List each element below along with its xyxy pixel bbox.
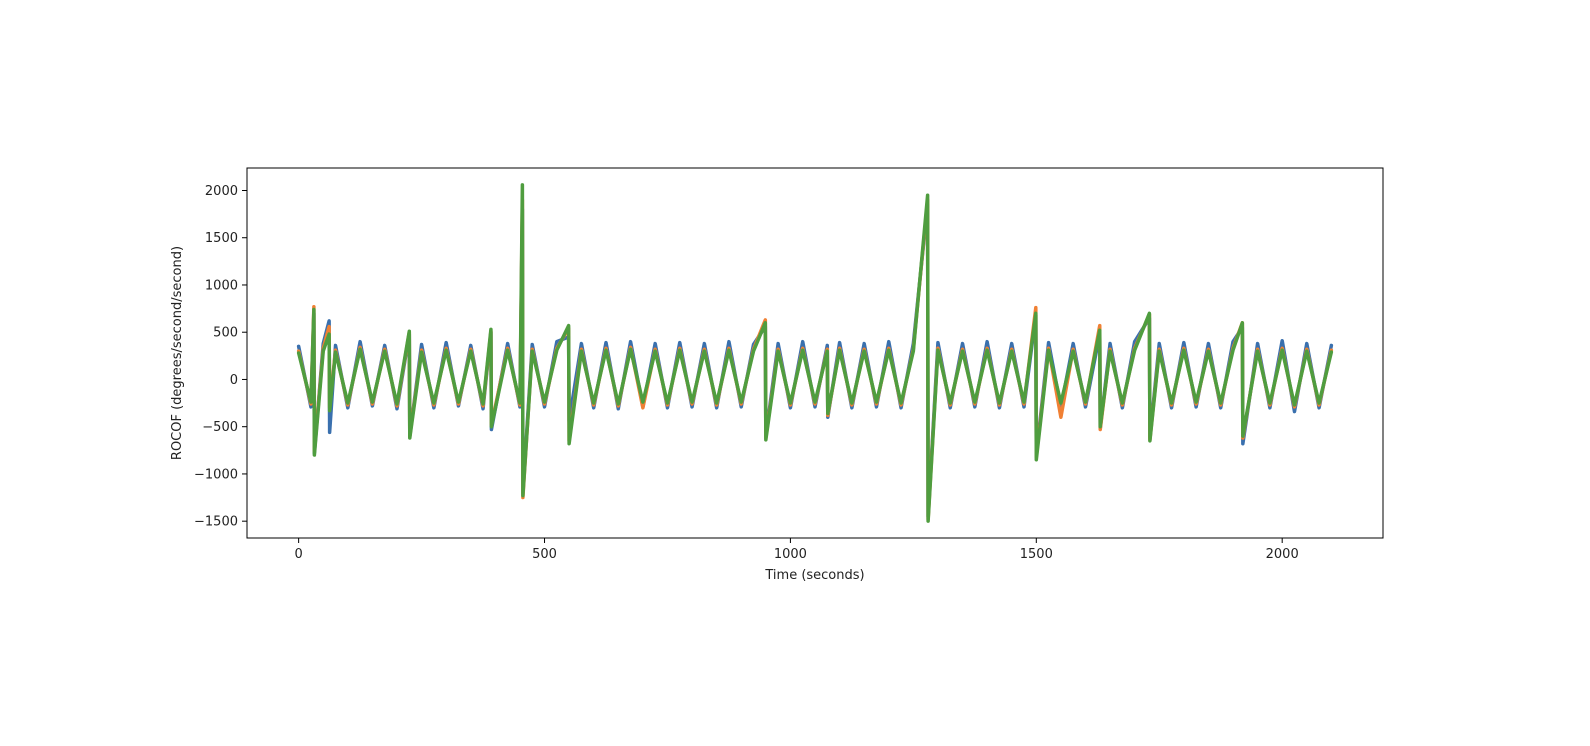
plot-area <box>296 183 1334 523</box>
y-tick-label: −500 <box>202 420 238 435</box>
y-tick-label: 1500 <box>205 231 238 246</box>
y-tick-label: 1000 <box>205 278 238 293</box>
x-axis-label: Time (seconds) <box>764 568 864 583</box>
y-axis-label: ROCOF (degrees/second/second) <box>170 246 185 460</box>
y-tick-label: 500 <box>213 326 238 341</box>
x-tick-label: 1500 <box>1020 547 1053 562</box>
x-tick-label: 0 <box>294 547 302 562</box>
x-tick-label: 1000 <box>774 547 807 562</box>
series-line <box>296 183 1334 523</box>
x-tick-label: 2000 <box>1266 547 1299 562</box>
y-tick-label: −1500 <box>194 515 238 530</box>
x-tick-label: 500 <box>532 547 557 562</box>
y-tick-label: 0 <box>230 373 238 388</box>
axes-frame <box>246 167 1384 539</box>
y-tick-label: −1000 <box>194 467 238 482</box>
y-tick-label: 2000 <box>205 184 238 199</box>
